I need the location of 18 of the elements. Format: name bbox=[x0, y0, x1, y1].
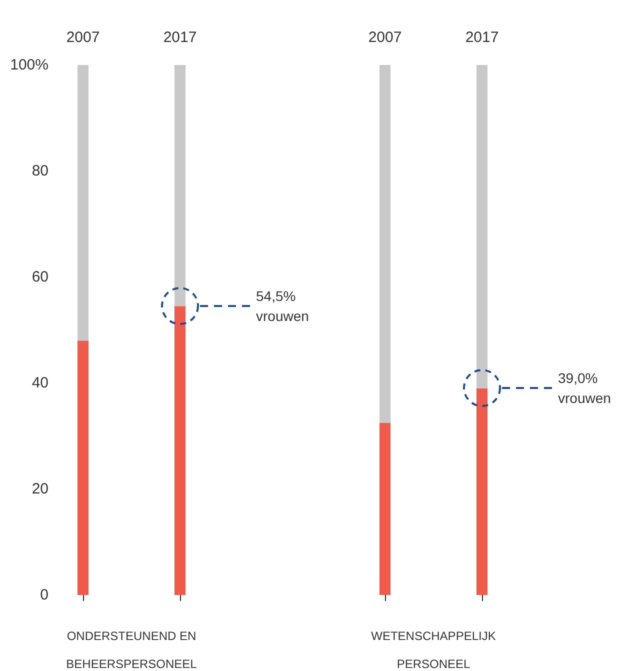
x-tick-label: 2017 bbox=[163, 29, 197, 46]
text: 39,0% vrouwen bbox=[558, 369, 612, 408]
x-axis-title: ONDERSTEUNEND EN BEHEERSPERSONEEL bbox=[65, 628, 198, 671]
text: 54,5% vrouwen bbox=[256, 287, 310, 326]
bar bbox=[78, 65, 88, 341]
x-axis-title: WETENSCHAPPELIJK PERSONEEL bbox=[370, 628, 497, 671]
bar bbox=[78, 340, 88, 595]
y-tick-label: 20 bbox=[32, 480, 48, 498]
y-tick-label: 80 bbox=[32, 162, 48, 180]
x-tick-label: 2007 bbox=[66, 29, 100, 46]
y-tick-label: 40 bbox=[32, 374, 48, 392]
bar bbox=[174, 306, 186, 595]
bar bbox=[174, 65, 186, 306]
x-tick-label: 2017 bbox=[465, 29, 499, 46]
y-tick-label: 60 bbox=[32, 268, 48, 286]
y-tick-label: 0 bbox=[40, 586, 48, 604]
y-tick-label: 100% bbox=[10, 56, 48, 74]
x-tick-label: 2007 bbox=[368, 29, 402, 46]
